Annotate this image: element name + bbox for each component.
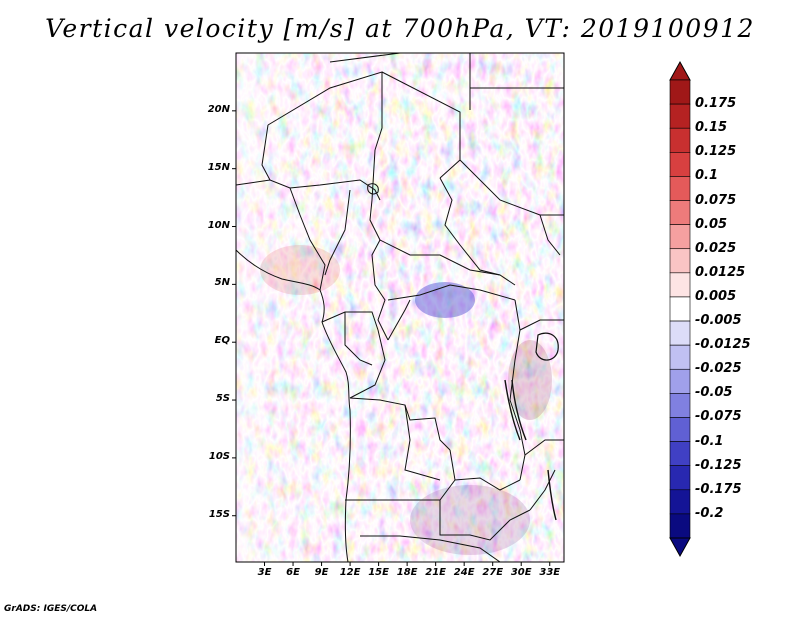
lon-tick-label: 15E — [368, 567, 389, 578]
colorbar-segment — [669, 368, 691, 394]
colorbar-segment — [669, 103, 691, 129]
lat-tick-label: 20N — [207, 103, 230, 115]
colorbar-top-arrow — [669, 60, 691, 81]
colorbar-segment — [669, 224, 691, 250]
colorbar-segment — [669, 489, 691, 515]
lon-tick-label: 21E — [425, 567, 447, 578]
colorbar-label: -0.005 — [695, 313, 742, 329]
lon-tick-label: 6E — [286, 567, 300, 578]
colorbar-label: -0.075 — [695, 409, 742, 425]
grads-credit: GrADS: IGES/COLA — [4, 604, 98, 614]
colorbar-segment — [669, 248, 691, 274]
colorbar-bottom-arrow — [669, 537, 691, 558]
lon-tick-label: 9E — [314, 567, 329, 578]
colorbar-segment — [669, 152, 691, 177]
colorbar-segment — [669, 417, 691, 442]
colorbar-label: 0.175 — [695, 96, 737, 112]
colorbar-label: -0.025 — [695, 361, 742, 377]
axis-ticks — [232, 110, 551, 566]
lon-tick-label: 33E — [539, 567, 561, 578]
vertical-velocity-field — [236, 53, 564, 562]
colorbar-segment — [669, 296, 691, 322]
country-boundaries — [236, 53, 564, 562]
colorbar — [669, 60, 691, 558]
colorbar-label: -0.2 — [695, 505, 724, 521]
colorbar-segment — [669, 176, 691, 201]
lat-tick-label: 15N — [207, 161, 230, 173]
lon-tick-label: 24E — [453, 567, 475, 578]
colorbar-segment — [669, 441, 691, 466]
colorbar-segment — [669, 200, 691, 225]
colorbar-label: 0.1 — [695, 168, 719, 184]
lat-tick-label: 15S — [208, 508, 230, 520]
colorbar-segment — [669, 127, 691, 153]
colorbar-label: 0.075 — [695, 192, 737, 208]
lat-tick-label: 5N — [214, 277, 230, 289]
colorbar-segment — [669, 272, 691, 298]
colorbar-label: 0.0125 — [695, 264, 746, 280]
lon-tick-label: 27E — [482, 567, 504, 578]
colorbar-label: 0.15 — [695, 120, 728, 136]
lon-tick-label: 18E — [396, 567, 418, 578]
colorbar-segment — [669, 79, 691, 105]
colorbar-label: 0.05 — [695, 216, 728, 232]
chart-title: Vertical velocity [m/s] at 700hPa, VT: 2… — [45, 14, 755, 43]
colorbar-label: -0.175 — [695, 481, 742, 497]
lon-tick-label: 30E — [510, 567, 532, 578]
lat-tick-label: 10N — [207, 219, 230, 231]
colorbar-segment — [669, 513, 691, 539]
colorbar-label: -0.125 — [695, 457, 742, 473]
colorbar-segment — [669, 465, 691, 491]
lat-tick-label: EQ — [214, 335, 230, 347]
lat-tick-label: 10S — [208, 450, 230, 462]
colorbar-segment — [669, 393, 691, 418]
colorbar-segment — [669, 320, 691, 346]
map-frame — [235, 52, 565, 563]
colorbar-label: -0.1 — [695, 433, 724, 449]
colorbar-label: 0.025 — [695, 240, 737, 256]
lat-tick-label: 5S — [215, 393, 230, 405]
colorbar-label: -0.0125 — [695, 337, 751, 353]
colorbar-label: 0.125 — [695, 144, 737, 160]
colorbar-label: 0.005 — [695, 288, 737, 304]
colorbar-segment — [669, 344, 691, 370]
lon-tick-label: 3E — [257, 567, 272, 578]
colorbar-label: -0.05 — [695, 385, 733, 401]
lon-tick-label: 12E — [339, 567, 361, 578]
